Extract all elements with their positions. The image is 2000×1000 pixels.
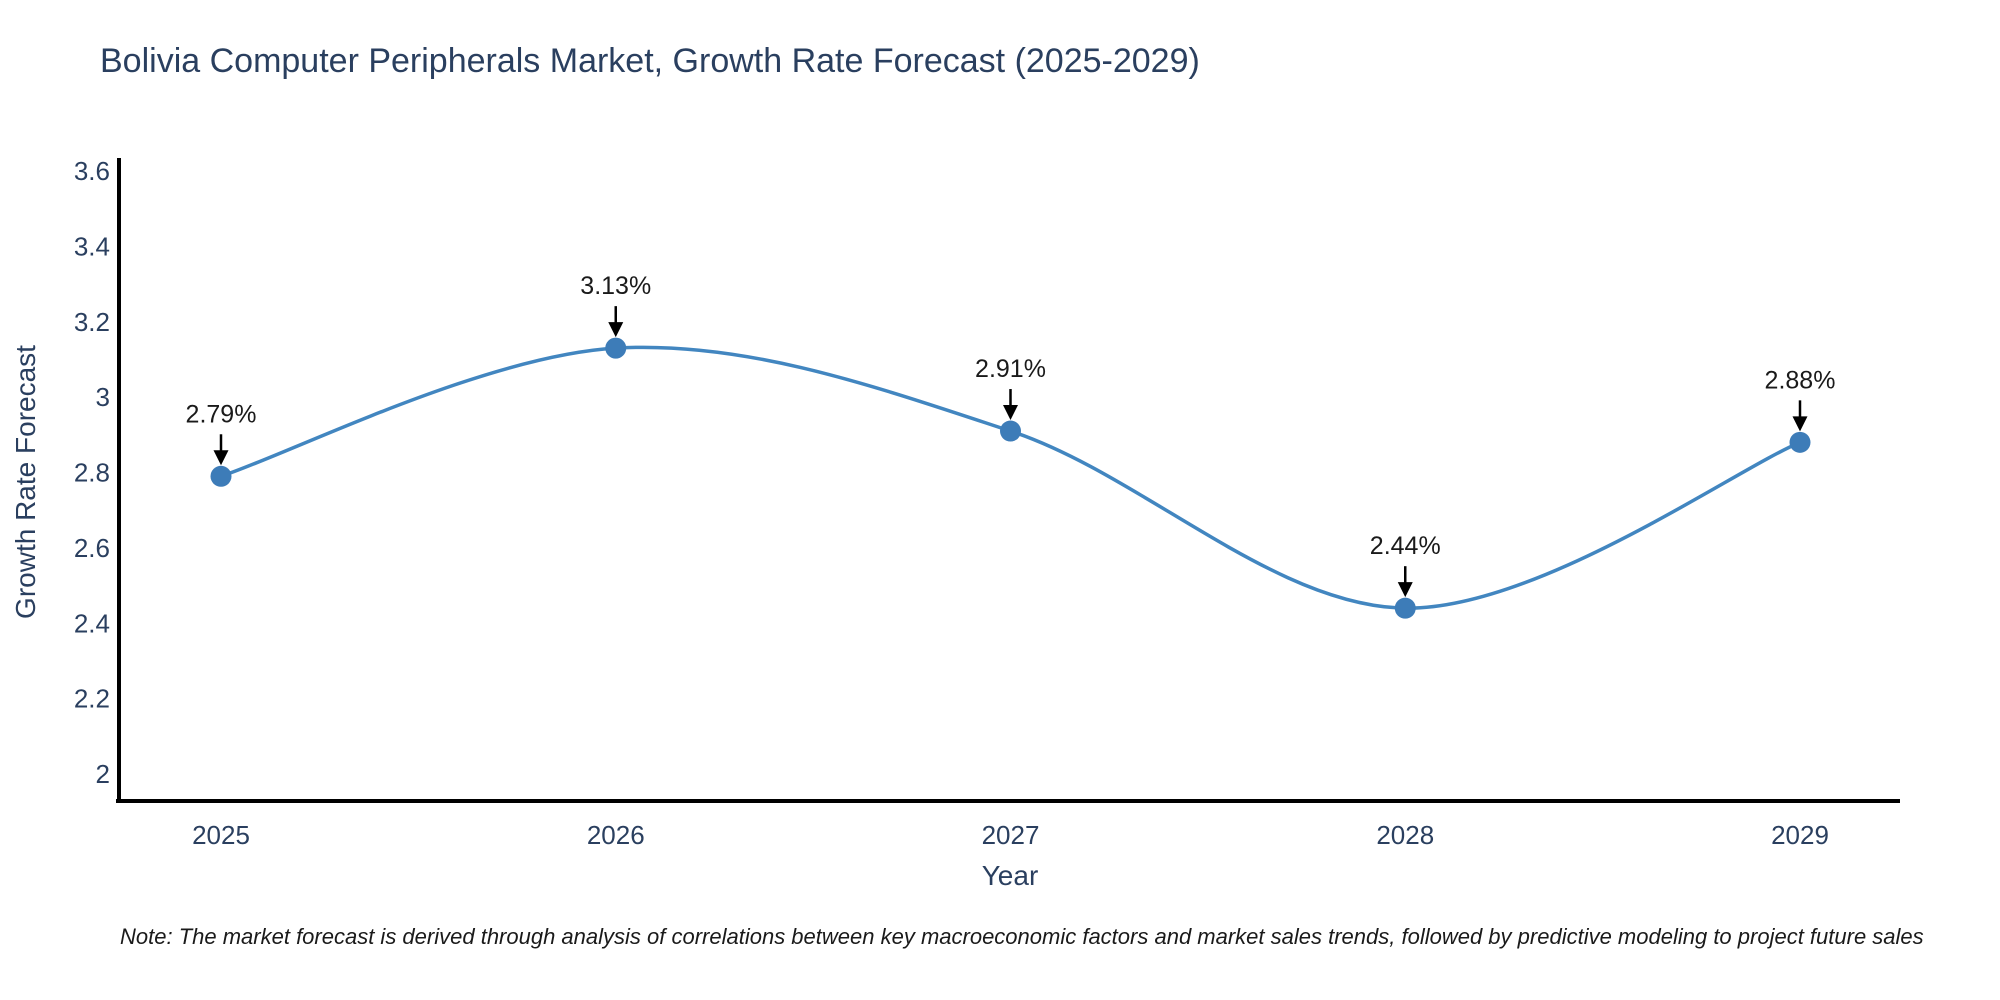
annotation-label: 2.88% xyxy=(1765,366,1836,394)
y-tick-label: 3.6 xyxy=(74,156,110,186)
annotation-label: 3.13% xyxy=(580,272,651,300)
annotation-arrow-head xyxy=(1792,416,1808,432)
annotation-arrow-head xyxy=(608,322,624,338)
y-tick-label: 2 xyxy=(96,759,110,789)
x-tick-label: 2025 xyxy=(192,820,250,850)
annotation-arrow-head xyxy=(1003,405,1018,421)
data-point-marker[interactable] xyxy=(210,465,232,487)
y-tick-label: 2.8 xyxy=(74,458,110,488)
note-text: Note: The market forecast is derived thr… xyxy=(120,924,1924,949)
annotation-arrow-head xyxy=(1397,582,1413,598)
chart-title: Bolivia Computer Peripherals Market, Gro… xyxy=(100,42,1200,80)
data-point-marker[interactable] xyxy=(1000,420,1021,442)
y-tick-label: 3.4 xyxy=(74,231,110,261)
x-tick-label: 2028 xyxy=(1376,820,1434,850)
annotation-label: 2.79% xyxy=(186,400,257,428)
y-tick-label: 2.6 xyxy=(74,533,110,563)
x-tick-label: 2026 xyxy=(587,820,645,850)
annotation-label: 2.44% xyxy=(1370,532,1441,560)
x-axis-title: Year xyxy=(981,860,1039,891)
y-tick-label: 3.2 xyxy=(74,307,110,337)
data-point-marker[interactable] xyxy=(605,337,627,359)
y-tick-label: 3 xyxy=(96,382,110,412)
annotation-label: 2.91% xyxy=(975,355,1046,383)
x-tick-label: 2027 xyxy=(982,820,1040,850)
data-point-marker[interactable] xyxy=(1394,597,1416,619)
forecast-line xyxy=(220,345,1801,610)
y-tick-label: 2.2 xyxy=(74,684,110,714)
y-tick-label: 2.4 xyxy=(74,608,110,638)
x-tick-label: 2029 xyxy=(1771,820,1829,850)
annotation-arrow-head xyxy=(213,450,229,466)
data-point-marker[interactable] xyxy=(1789,431,1811,453)
